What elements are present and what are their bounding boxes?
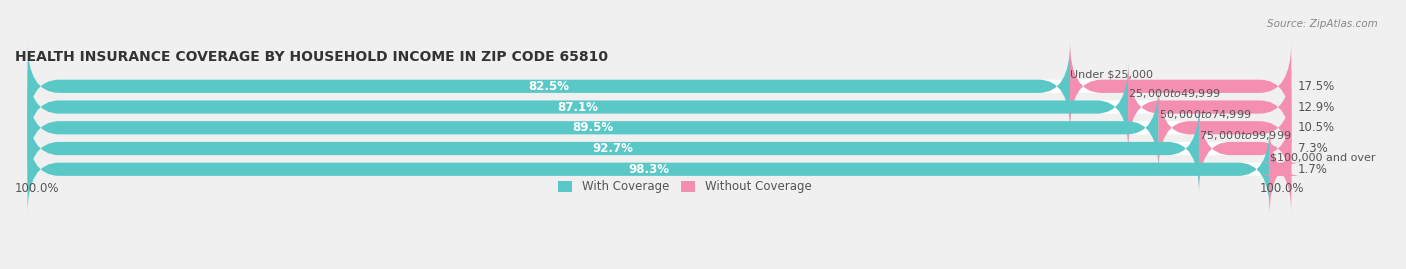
FancyBboxPatch shape	[28, 41, 1070, 132]
FancyBboxPatch shape	[28, 83, 1159, 173]
FancyBboxPatch shape	[28, 124, 1291, 214]
FancyBboxPatch shape	[28, 83, 1291, 173]
Text: $75,000 to $99,999: $75,000 to $99,999	[1199, 129, 1292, 142]
FancyBboxPatch shape	[1260, 124, 1301, 214]
FancyBboxPatch shape	[28, 41, 1291, 132]
Text: $50,000 to $74,999: $50,000 to $74,999	[1159, 108, 1251, 121]
Text: $100,000 and over: $100,000 and over	[1270, 153, 1375, 163]
Text: $25,000 to $49,999: $25,000 to $49,999	[1128, 87, 1220, 100]
FancyBboxPatch shape	[1128, 62, 1291, 152]
FancyBboxPatch shape	[28, 62, 1291, 152]
FancyBboxPatch shape	[28, 103, 1291, 194]
Text: 1.7%: 1.7%	[1298, 163, 1327, 176]
FancyBboxPatch shape	[1199, 103, 1291, 194]
FancyBboxPatch shape	[28, 124, 1270, 214]
Legend: With Coverage, Without Coverage: With Coverage, Without Coverage	[554, 176, 815, 198]
Text: 10.5%: 10.5%	[1298, 121, 1334, 134]
Text: 82.5%: 82.5%	[529, 80, 569, 93]
Text: 7.3%: 7.3%	[1298, 142, 1327, 155]
Text: 100.0%: 100.0%	[15, 182, 59, 195]
Text: 100.0%: 100.0%	[1260, 182, 1303, 195]
Text: 17.5%: 17.5%	[1298, 80, 1334, 93]
Text: 92.7%: 92.7%	[593, 142, 634, 155]
Text: Source: ZipAtlas.com: Source: ZipAtlas.com	[1267, 19, 1378, 29]
FancyBboxPatch shape	[28, 103, 1199, 194]
Text: 12.9%: 12.9%	[1298, 101, 1334, 114]
Text: 98.3%: 98.3%	[628, 163, 669, 176]
FancyBboxPatch shape	[1159, 83, 1291, 173]
Text: HEALTH INSURANCE COVERAGE BY HOUSEHOLD INCOME IN ZIP CODE 65810: HEALTH INSURANCE COVERAGE BY HOUSEHOLD I…	[15, 50, 607, 64]
Text: 89.5%: 89.5%	[572, 121, 613, 134]
Text: 87.1%: 87.1%	[557, 101, 599, 114]
FancyBboxPatch shape	[1070, 41, 1291, 132]
Text: Under $25,000: Under $25,000	[1070, 70, 1153, 80]
FancyBboxPatch shape	[28, 62, 1129, 152]
